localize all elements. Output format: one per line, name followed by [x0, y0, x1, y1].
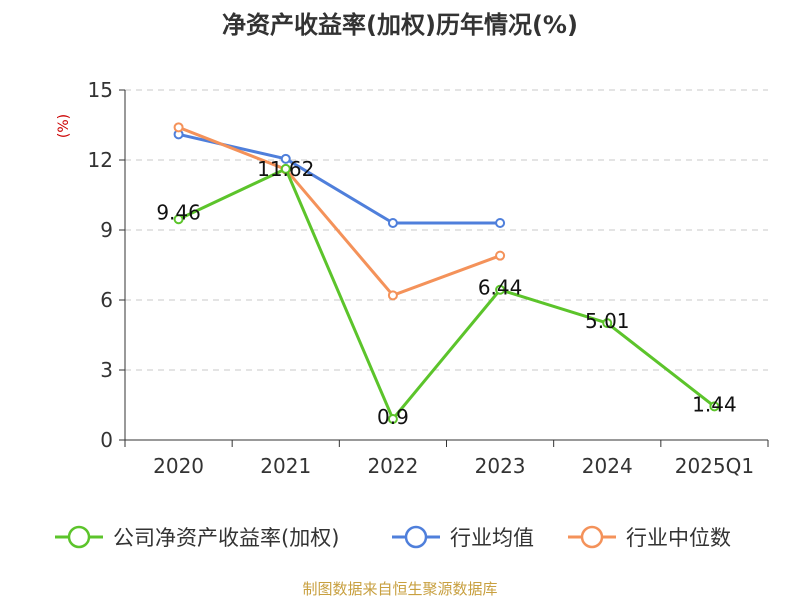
data-point[interactable] [709, 401, 720, 412]
data-point[interactable] [387, 414, 398, 424]
y-tick-label: 3 [100, 358, 113, 382]
x-tick-label: 2025Q1 [675, 454, 754, 478]
series-line [177, 167, 716, 421]
y-tick-label: 12 [88, 148, 113, 172]
legend-item[interactable]: 公司净资产收益率(加权) [55, 525, 339, 550]
legend-marker-icon [67, 525, 91, 549]
axes: 0 3 6 9 12 15 2020 2021 2022 2023 2024 2025Q1 [88, 78, 769, 478]
series-line [178, 132, 501, 225]
legend-label: 公司净资产收益率(加权) [113, 526, 339, 550]
y-axis-unit: (%) [56, 114, 72, 138]
data-point[interactable] [495, 284, 506, 295]
series-layer [173, 122, 720, 424]
data-point[interactable] [280, 163, 291, 174]
data-label: 9.46 [156, 200, 201, 224]
data-labels: 9.46 11.62 0.9 6.44 5.01 1.44 [156, 157, 736, 429]
legend-item[interactable]: 行业中位数 [568, 525, 731, 550]
gridlines [125, 89, 768, 371]
y-tick-label: 0 [100, 428, 113, 452]
legend-label: 行业均值 [450, 526, 534, 550]
data-label: 6.44 [478, 276, 523, 300]
legend-marker-icon [580, 525, 604, 549]
y-tick-label: 6 [100, 288, 113, 312]
data-point[interactable] [495, 250, 506, 261]
data-label: 1.44 [692, 392, 737, 416]
y-tick-label: 9 [100, 218, 113, 242]
data-label: 11.62 [257, 157, 314, 181]
x-tick-label: 2021 [260, 454, 311, 478]
data-point[interactable] [602, 318, 613, 329]
data-label: 5.01 [585, 309, 630, 333]
data-point[interactable] [280, 153, 291, 164]
data-label: 0.9 [377, 405, 409, 429]
x-tick-label: 2023 [475, 454, 526, 478]
legend-marker-icon [404, 525, 428, 549]
chart-title: 净资产收益率(加权)历年情况(%) [222, 11, 578, 39]
series-line [178, 125, 501, 297]
legend-item[interactable]: 行业均值 [392, 525, 534, 550]
legend-label: 行业中位数 [626, 526, 731, 550]
data-point[interactable] [495, 218, 506, 228]
data-point[interactable] [173, 214, 184, 225]
x-tick-label: 2020 [153, 454, 204, 478]
data-point[interactable] [387, 290, 398, 301]
x-tick-label: 2024 [582, 454, 633, 478]
data-point[interactable] [173, 122, 184, 133]
legend[interactable]: 公司净资产收益率(加权) 行业均值 行业中位数 [55, 525, 731, 550]
y-tick-label: 15 [88, 78, 113, 102]
source-note: 制图数据来自恒生聚源数据库 [302, 580, 497, 598]
data-point[interactable] [387, 218, 398, 228]
x-tick-label: 2022 [367, 454, 418, 478]
